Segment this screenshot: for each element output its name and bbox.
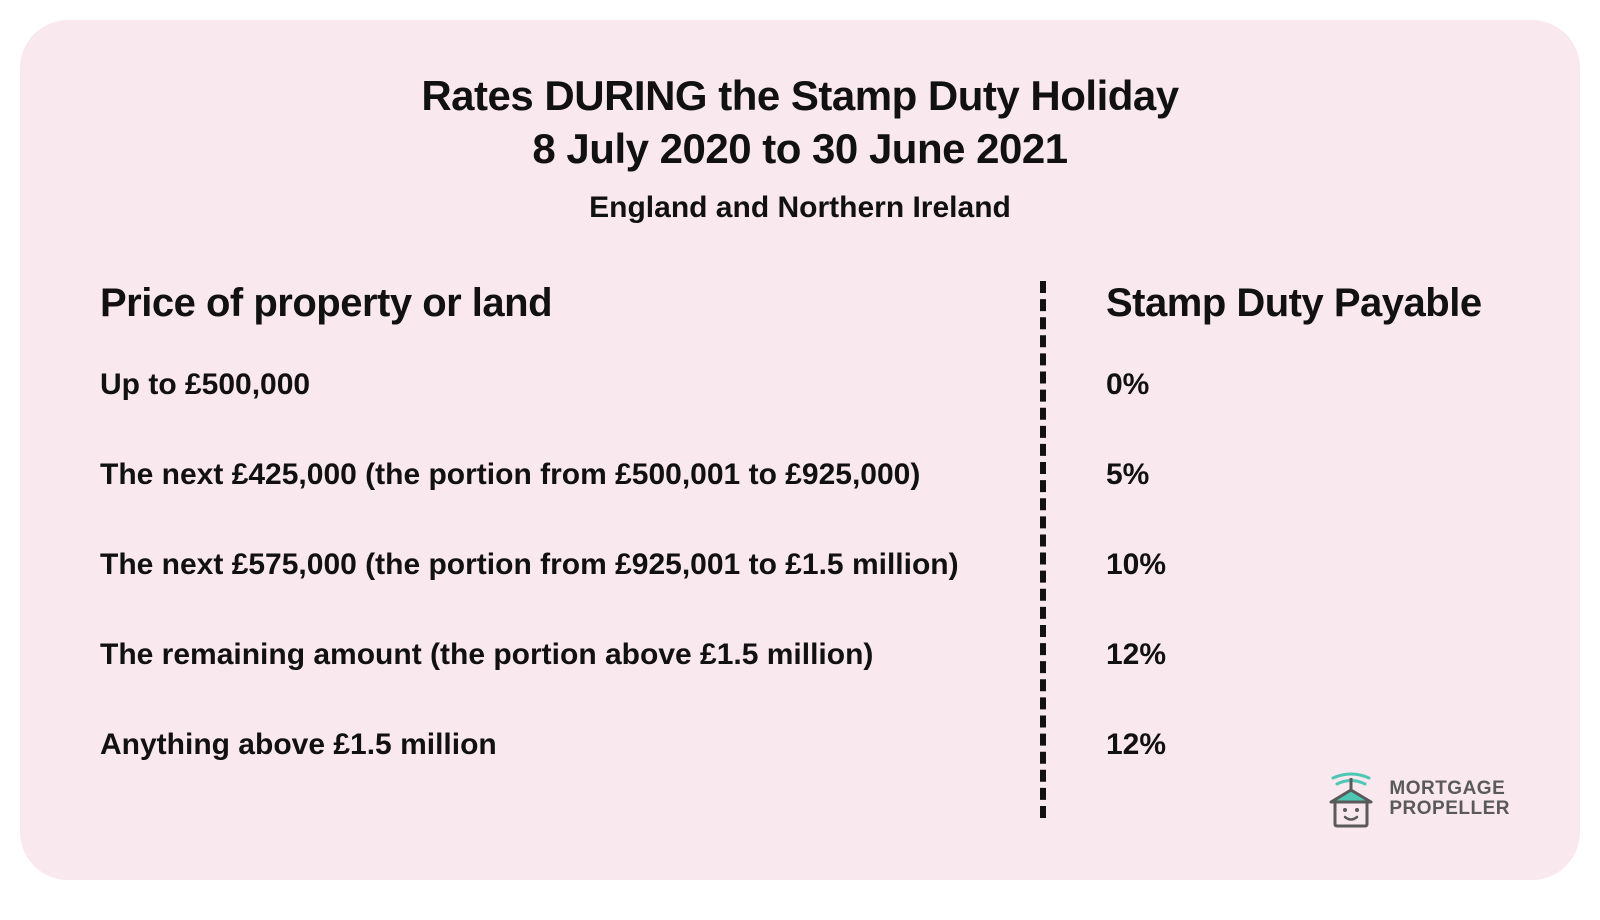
table-row: 0% [1106, 368, 1500, 402]
brand-line-1: MORTGAGE [1389, 779, 1510, 799]
table-row: 10% [1106, 548, 1500, 582]
header-block: Rates DURING the Stamp Duty Holiday 8 Ju… [100, 70, 1500, 225]
brand-logo: MORTGAGE PROPELLER [1323, 768, 1510, 830]
propeller-house-icon [1323, 768, 1379, 830]
brand-text: MORTGAGE PROPELLER [1389, 779, 1510, 819]
table-row: 12% [1106, 638, 1500, 672]
title-line-2: 8 July 2020 to 30 June 2021 [100, 123, 1500, 176]
rates-table: Price of property or land Up to £500,000… [100, 281, 1500, 818]
table-row: Up to £500,000 [100, 368, 1040, 402]
brand-line-2: PROPELLER [1389, 799, 1510, 819]
subtitle: England and Northern Ireland [100, 191, 1500, 225]
table-row: 12% [1106, 728, 1500, 762]
table-row: 5% [1106, 458, 1500, 492]
table-row: The next £425,000 (the portion from £500… [100, 458, 1040, 492]
title-line-1: Rates DURING the Stamp Duty Holiday [100, 70, 1500, 123]
rate-column: Stamp Duty Payable 0% 5% 10% 12% 12% [1046, 281, 1500, 818]
rate-column-header: Stamp Duty Payable [1106, 281, 1500, 326]
info-card: Rates DURING the Stamp Duty Holiday 8 Ju… [20, 20, 1580, 880]
table-row: Anything above £1.5 million [100, 728, 1040, 762]
price-column: Price of property or land Up to £500,000… [100, 281, 1040, 818]
price-column-header: Price of property or land [100, 281, 1040, 326]
table-row: The next £575,000 (the portion from £925… [100, 548, 1040, 582]
table-row: The remaining amount (the portion above … [100, 638, 1040, 672]
